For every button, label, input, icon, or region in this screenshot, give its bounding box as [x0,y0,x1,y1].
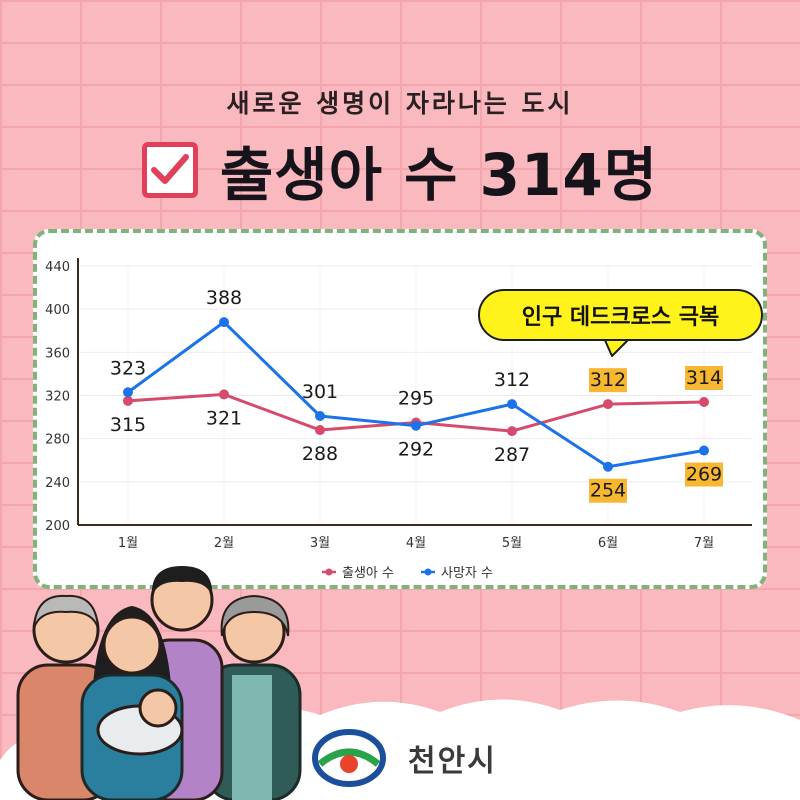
y-tick-label: 280 [45,433,70,448]
data-label: 254 [590,480,626,502]
cheonan-logo-icon [312,729,386,787]
legend-label: 출생아 수 [342,566,394,581]
data-label: 315 [110,414,146,436]
data-label: 321 [206,407,242,429]
data-point [315,425,325,436]
x-tick-label: 5월 [502,536,522,551]
y-tick-label: 320 [45,390,70,405]
headline: 출생아 수 314명 [0,128,800,212]
data-point [699,445,709,456]
baby-figure [96,688,184,756]
data-point [411,420,421,431]
data-point [123,387,133,398]
data-point [603,399,613,410]
data-label: 314 [686,367,722,389]
city-name: 천안시 [408,744,497,779]
x-tick-label: 4월 [406,536,426,551]
data-label: 295 [398,387,434,409]
y-tick-label: 200 [45,519,70,534]
y-tick-label: 440 [45,260,70,275]
data-label: 269 [686,464,722,486]
data-label: 312 [494,369,530,391]
x-tick-label: 6월 [598,536,618,551]
data-label: 287 [494,444,530,466]
data-label: 288 [302,443,338,465]
data-point [507,399,517,410]
page-subtitle: 새로운 생명이 자라나는 도시 [226,89,574,118]
legend-label: 사망자 수 [441,566,493,581]
data-point [603,461,613,472]
y-tick-label: 240 [45,476,70,491]
data-label-highlight [685,365,723,390]
legend-marker [325,568,333,576]
data-label-highlight [589,368,627,393]
data-label-highlight [589,478,627,503]
y-tick-label: 360 [45,346,70,361]
x-tick-label: 3월 [310,536,330,551]
data-label: 292 [398,439,434,461]
data-label: 301 [302,381,338,403]
data-point [507,426,517,437]
data-label: 323 [110,357,146,379]
data-point [699,396,709,407]
data-point [219,389,229,400]
data-label: 388 [206,287,242,309]
x-tick-label: 1월 [118,536,138,551]
data-point [219,317,229,328]
data-point [315,411,325,422]
legend-marker [424,568,432,576]
x-tick-label: 2월 [214,536,234,551]
city-brand: 천안시 [312,728,497,788]
checkbox-icon [141,142,198,198]
grandmother-figure [203,594,302,800]
headline-title: 출생아 수 314명 [219,141,659,209]
callout-bubble: 인구 데드크로스 극복 [478,289,763,341]
data-label: 312 [590,369,626,391]
data-label-highlight [685,462,723,487]
data-point [123,395,133,406]
callout-text: 인구 데드크로스 극복 [521,305,720,330]
y-tick-label: 400 [45,303,70,318]
x-tick-label: 7월 [694,536,714,551]
